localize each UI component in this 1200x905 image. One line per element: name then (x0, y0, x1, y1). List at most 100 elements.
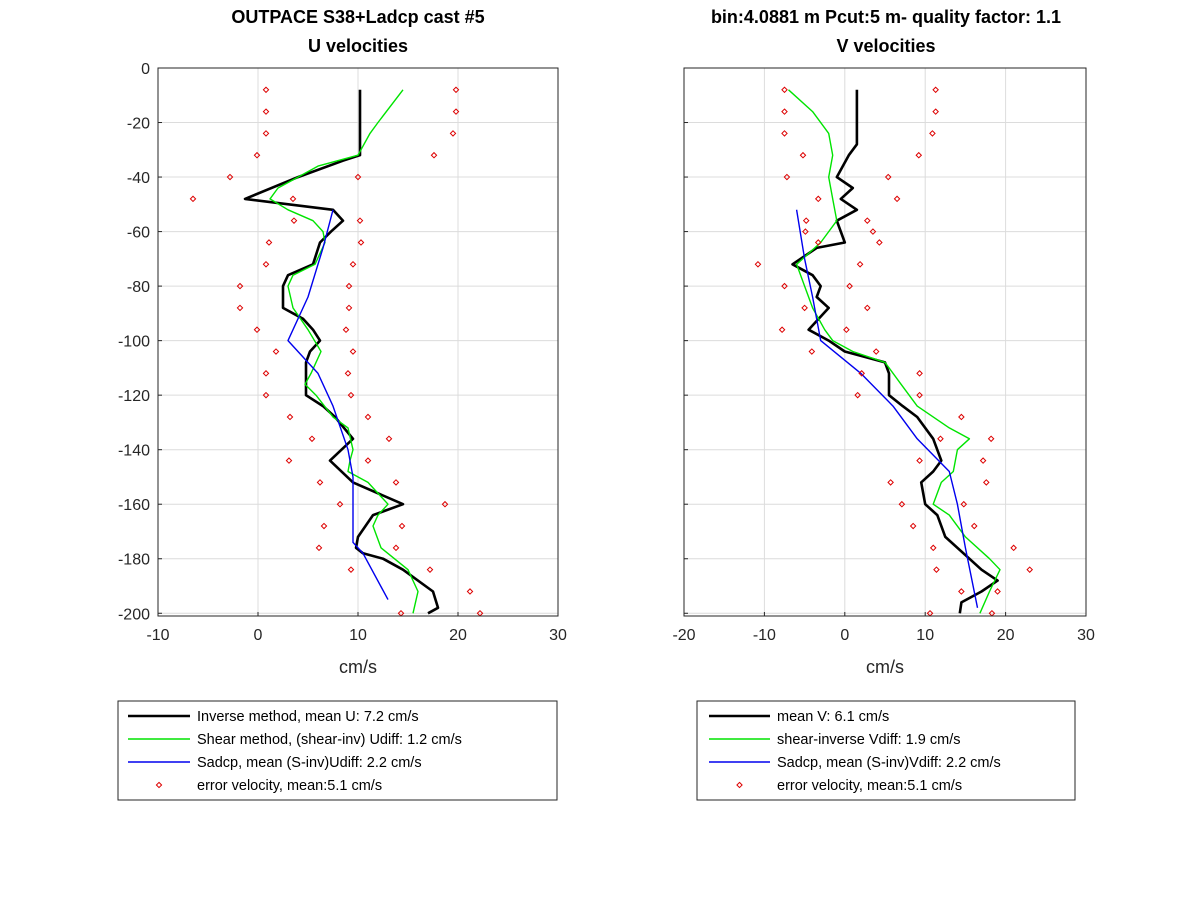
v-error-point (982, 479, 990, 486)
u-series-group (189, 86, 484, 617)
v-x-tick-label: 10 (916, 627, 934, 644)
u-error-point (336, 500, 344, 508)
v-legend-box (696, 700, 1076, 801)
v-plot-frame (683, 67, 1087, 617)
v-x-tick-label: 0 (840, 627, 849, 644)
v-error-point (916, 370, 923, 377)
u-y-tick-label: -60 (127, 225, 150, 242)
u-y-tick-label: -160 (118, 497, 150, 514)
u-y-tick-label: -20 (127, 116, 150, 133)
u-series-line-0 (243, 89, 440, 615)
v-x-tick-label: -20 (672, 627, 695, 644)
v-panel: bin:4.0881 m Pcut:5 m- quality factor: 1… (672, 7, 1095, 801)
u-error-point (320, 522, 328, 530)
u-error-point (189, 195, 197, 203)
u-error-point (285, 457, 293, 464)
v-error-point (781, 130, 788, 137)
u-error-point (430, 151, 438, 159)
u-x-tick-label: 0 (254, 627, 263, 644)
u-series-line-1 (269, 89, 419, 614)
v-error-point (987, 435, 995, 443)
v-error-point (916, 391, 923, 399)
u-error-point (262, 260, 270, 268)
u-y-tick-label: -80 (127, 279, 150, 296)
v-series-line-0 (791, 89, 999, 614)
v-error-point (801, 304, 808, 312)
u-x-tick-label: 20 (449, 627, 467, 644)
v-error-point (887, 479, 894, 486)
u-legend-box (117, 700, 558, 801)
u-error-point (316, 479, 324, 486)
u-y-tick-label: 0 (141, 61, 150, 78)
u-error-point (347, 391, 355, 399)
v-error-point (916, 457, 923, 464)
v-error-point (893, 195, 901, 203)
v-error-point (843, 326, 850, 334)
v-error-point (909, 522, 917, 530)
u-error-point (385, 435, 393, 443)
u-error-point (253, 151, 261, 159)
u-legend-label-3: error velocity, mean:5.1 cm/s (197, 778, 382, 794)
u-error-point (357, 239, 365, 246)
u-error-point (262, 108, 270, 115)
v-legend-label-1: shear-inverse Vdiff: 1.9 cm/s (777, 732, 960, 748)
u-series-line-2 (287, 209, 389, 600)
v-error-point (898, 500, 906, 508)
u-x-tick-label: 10 (349, 627, 367, 644)
u-y-tick-label: -200 (118, 606, 150, 623)
v-error-point (933, 566, 940, 573)
u-error-point (441, 500, 449, 508)
v-error-point (932, 86, 939, 94)
u-error-point (253, 326, 261, 334)
v-legend: mean V: 6.1 cm/s shear-inverse Vdiff: 1.9… (696, 700, 1076, 801)
v-error-point (864, 217, 871, 224)
v-error-point (979, 457, 987, 464)
v-error-point (872, 348, 880, 355)
u-x-tick-label: 30 (549, 627, 567, 644)
u-x-tick-label: -10 (146, 627, 169, 644)
v-x-tick-label: 20 (997, 627, 1015, 644)
u-error-point (290, 217, 298, 224)
u-y-tick-label: -180 (118, 552, 150, 569)
v-error-point (781, 108, 788, 115)
v-error-point (929, 130, 936, 137)
u-chart-subtitle: U velocities (308, 36, 408, 56)
u-error-point (354, 173, 362, 181)
u-error-point (426, 566, 434, 573)
v-error-point (781, 86, 788, 94)
v-error-point (754, 260, 762, 268)
v-x-tick-label: -10 (753, 627, 776, 644)
v-error-point (915, 151, 923, 159)
u-y-tick-label: -100 (118, 334, 150, 351)
v-legend-swatch-3 (736, 781, 743, 789)
v-ticks: -20 -10 0 10 20 30 (672, 67, 1095, 644)
u-error-point (392, 479, 400, 486)
v-error-point (1010, 544, 1017, 552)
u-error-point (315, 544, 323, 552)
u-legend-swatch-3 (155, 781, 163, 789)
v-error-point (802, 228, 809, 235)
v-error-point (858, 370, 865, 377)
u-y-tick-label: -120 (118, 388, 150, 405)
u-error-point (289, 195, 297, 203)
u-error-point (308, 435, 316, 443)
u-error-point (286, 413, 294, 421)
u-ticks: -10 0 10 20 300-20-40-60-80-100-120-140-160-… (118, 61, 567, 644)
u-x-axis-label: cm/s (339, 657, 377, 677)
u-error-point (398, 522, 406, 530)
u-error-point (342, 326, 350, 334)
v-error-point (932, 108, 939, 115)
u-legend-label-0: Inverse method, mean U: 7.2 cm/s (197, 709, 419, 725)
v-series-line-2 (795, 209, 979, 608)
u-y-tick-label: -140 (118, 443, 150, 460)
v-legend-label-0: mean V: 6.1 cm/s (777, 709, 889, 725)
v-error-point (937, 435, 944, 443)
v-error-point (783, 173, 791, 181)
v-error-point (856, 260, 864, 268)
u-panel: OUTPACE S38+Ladcp cast #5 U velocities -… (117, 7, 567, 801)
u-error-point (345, 304, 353, 312)
v-error-point (802, 217, 810, 224)
u-error-point (236, 304, 244, 312)
u-error-point (272, 348, 280, 355)
